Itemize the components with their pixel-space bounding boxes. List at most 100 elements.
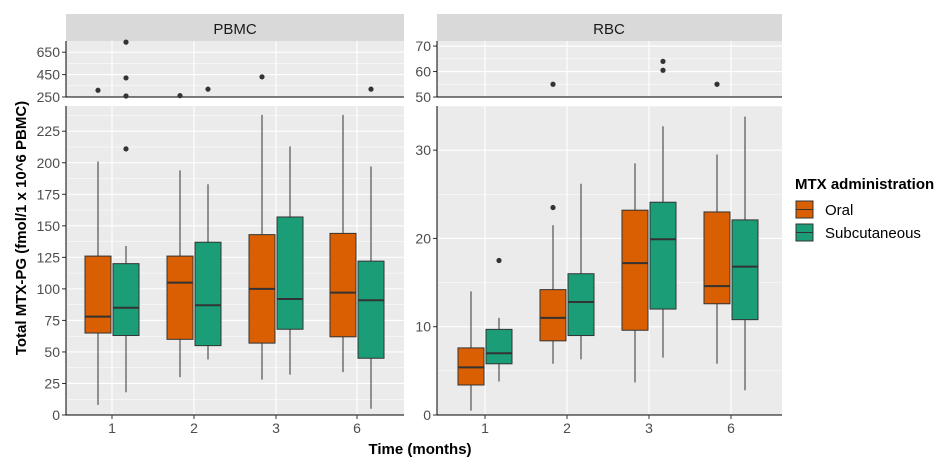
rbc-top-tick-label: 70	[415, 38, 431, 54]
box-iqr	[485, 328, 513, 365]
rbc-box-subcutaneous-1	[485, 317, 513, 382]
rbc-x-tick-label: 2	[563, 420, 571, 436]
pbmc-outlier-point	[123, 93, 129, 99]
rbc-top-tick-label: 50	[415, 89, 431, 105]
box-iqr	[84, 255, 112, 334]
rbc-box-oral-6	[703, 154, 731, 364]
panel-rbc: RBC 50 60 70 0 10 20 30 1 2 3 6	[415, 14, 782, 436]
rbc-x-ticks: 1 2 3 6	[481, 415, 735, 436]
pbmc-top-tick-label: 650	[37, 44, 61, 60]
pbmc-box-oral-3	[248, 114, 276, 380]
rbc-outlier-point	[660, 58, 666, 64]
rbc-x-tick-label: 3	[645, 420, 653, 436]
y-axis-title: Total MTX-PG (fmol/1 x 10^6 PBMC)	[13, 101, 30, 355]
pbmc-x-ticks: 1 2 3 6	[108, 415, 361, 436]
pbmc-main-tick-label: 175	[37, 186, 61, 202]
pbmc-top-plot-area	[66, 41, 404, 97]
rbc-box-oral-3	[621, 163, 649, 383]
pbmc-box-oral-6	[329, 114, 357, 373]
pbmc-box-subcutaneous-3	[276, 146, 304, 375]
rbc-main-tick-label: 20	[415, 230, 431, 246]
box-iqr	[539, 289, 567, 342]
rbc-outlier-point	[660, 67, 666, 73]
pbmc-main-tick-label: 125	[37, 249, 61, 265]
pbmc-box-subcutaneous-1	[112, 245, 140, 393]
pbmc-outlier-point	[95, 87, 101, 93]
rbc-top-tick-label: 60	[415, 64, 431, 80]
pbmc-outlier-point	[205, 86, 211, 92]
rbc-main-tick-label: 0	[423, 407, 431, 423]
pbmc-x-tick-label: 6	[353, 420, 361, 436]
rbc-box-subcutaneous-2	[567, 183, 595, 360]
legend-item-oral: Oral	[795, 200, 853, 219]
pbmc-outlier-point	[368, 86, 374, 92]
box-iqr	[357, 260, 385, 359]
pbmc-outlier-point	[123, 39, 129, 45]
pbmc-main-tick-label: 0	[52, 407, 60, 423]
rbc-x-tick-label: 1	[481, 420, 489, 436]
rbc-strip	[437, 14, 782, 41]
pbmc-outlier-point	[123, 75, 129, 81]
pbmc-main-y-ticks: 0 25 50 75 100 125 150 175 200 225	[37, 106, 404, 423]
x-axis-title: Time (months)	[368, 441, 471, 458]
pbmc-x-tick-label: 1	[108, 420, 116, 436]
box-iqr	[731, 219, 759, 321]
box-iqr	[112, 263, 140, 337]
legend-label-subcutaneous: Subcutaneous	[825, 225, 921, 242]
rbc-main-tick-label: 10	[415, 319, 431, 335]
legend-label-oral: Oral	[825, 202, 853, 219]
pbmc-top-y-ticks: 250 450 650	[37, 41, 404, 105]
pbmc-outlier-point	[177, 93, 183, 99]
pbmc-box-oral-2	[166, 170, 194, 378]
pbmc-main-tick-label: 200	[37, 155, 61, 171]
pbmc-top-tick-label: 250	[37, 89, 61, 105]
pbmc-boxes	[84, 114, 385, 409]
rbc-box-subcutaneous-6	[731, 116, 759, 391]
pbmc-x-tick-label: 2	[190, 420, 198, 436]
rbc-top-y-ticks: 50 60 70	[415, 38, 782, 105]
pbmc-box-subcutaneous-2	[194, 184, 222, 360]
pbmc-main-tick-label: 150	[37, 218, 61, 234]
rbc-box-oral-2	[539, 225, 567, 364]
rbc-outlier-point	[496, 257, 502, 264]
pbmc-outlier-point	[123, 146, 129, 152]
pbmc-x-tick-label: 3	[272, 420, 280, 436]
box-iqr	[329, 232, 357, 338]
pbmc-box-oral-1	[84, 161, 112, 405]
rbc-outliers	[496, 58, 720, 264]
rbc-main-gridlines	[437, 105, 782, 415]
pbmc-main-tick-label: 100	[37, 281, 61, 297]
pbmc-main-tick-label: 75	[44, 312, 60, 328]
rbc-top-gridlines	[437, 41, 782, 97]
box-iqr	[166, 255, 194, 340]
legend-item-subcutaneous: Subcutaneous	[795, 223, 921, 242]
rbc-main-tick-label: 30	[415, 142, 431, 158]
pbmc-box-subcutaneous-6	[357, 166, 385, 409]
box-iqr	[649, 201, 677, 310]
rbc-main-y-ticks: 0 10 20 30	[415, 106, 782, 423]
rbc-strip-label: RBC	[593, 21, 625, 38]
rbc-x-tick-label: 6	[727, 420, 735, 436]
pbmc-top-gridlines	[66, 41, 404, 97]
rbc-top-plot-area	[437, 41, 782, 97]
legend-title: MTX administration	[795, 176, 934, 193]
rbc-outlier-point	[714, 81, 720, 87]
pbmc-main-tick-label: 25	[44, 375, 60, 391]
pbmc-outlier-point	[259, 74, 265, 80]
box-iqr	[194, 241, 222, 347]
pbmc-main-tick-label: 225	[37, 123, 61, 139]
pbmc-strip-label: PBMC	[213, 21, 257, 38]
rbc-box-subcutaneous-3	[649, 126, 677, 358]
rbc-boxes	[457, 116, 759, 411]
pbmc-strip	[66, 14, 404, 41]
rbc-box-oral-1	[457, 291, 485, 411]
box-iqr	[276, 216, 304, 330]
box-iqr	[621, 209, 649, 331]
pbmc-main-tick-label: 50	[44, 344, 60, 360]
box-iqr	[703, 211, 731, 305]
legend: MTX administration Oral Subcutaneous	[795, 176, 934, 242]
pbmc-outliers	[95, 39, 374, 152]
box-iqr	[567, 273, 595, 337]
